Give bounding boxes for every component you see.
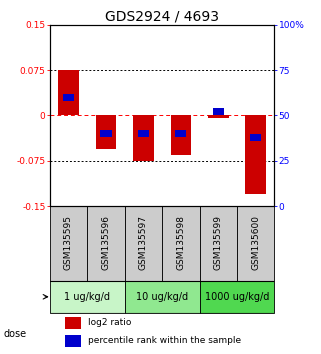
Text: GSM135595: GSM135595: [64, 215, 73, 270]
Bar: [237, 206, 274, 280]
Bar: [58, 70, 79, 115]
Text: 10 ug/kg/d: 10 ug/kg/d: [136, 292, 188, 302]
Bar: [63, 94, 74, 101]
Bar: [138, 130, 149, 137]
Text: dose: dose: [3, 329, 26, 338]
Bar: [87, 206, 125, 280]
Bar: [100, 130, 112, 137]
Bar: [50, 280, 125, 313]
Bar: [213, 108, 224, 115]
Bar: [65, 317, 81, 329]
Text: GSM135596: GSM135596: [101, 215, 110, 270]
Bar: [200, 206, 237, 280]
Text: GSM135599: GSM135599: [214, 215, 223, 270]
Bar: [65, 335, 81, 347]
Bar: [200, 280, 274, 313]
Text: 1 ug/kg/d: 1 ug/kg/d: [64, 292, 110, 302]
Text: 1000 ug/kg/d: 1000 ug/kg/d: [205, 292, 269, 302]
Text: GSM135600: GSM135600: [251, 215, 260, 270]
Text: log2 ratio: log2 ratio: [88, 318, 131, 327]
Bar: [162, 206, 200, 280]
Bar: [125, 206, 162, 280]
Bar: [250, 133, 261, 141]
Text: GSM135597: GSM135597: [139, 215, 148, 270]
Bar: [175, 130, 187, 137]
Bar: [96, 115, 116, 149]
Text: GSM135598: GSM135598: [176, 215, 185, 270]
Bar: [125, 280, 200, 313]
Text: percentile rank within the sample: percentile rank within the sample: [88, 336, 241, 346]
Bar: [133, 115, 154, 161]
Bar: [208, 115, 229, 119]
Title: GDS2924 / 4693: GDS2924 / 4693: [105, 10, 219, 24]
Bar: [170, 115, 191, 155]
Bar: [50, 206, 87, 280]
Bar: [246, 115, 266, 194]
